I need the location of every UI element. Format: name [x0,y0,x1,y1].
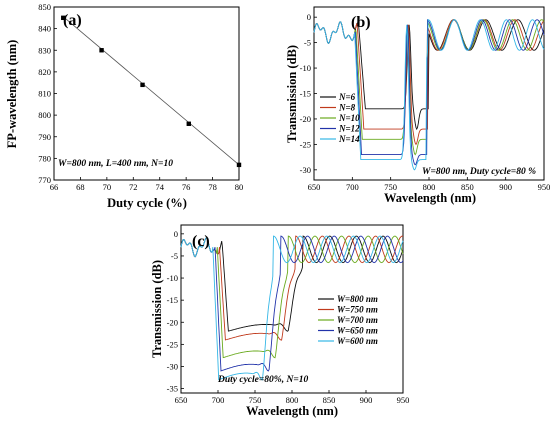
panel-b-xlabel: Wavelength (nm) [384,191,476,205]
y-tick-label: 800 [38,110,51,120]
x-tick-label: 68 [76,182,85,192]
panel-b-annotation: W=800 nm, Duty cycle=80 % [422,167,536,177]
y-tick-label: -5 [304,38,311,48]
y-tick-label: 820 [38,67,51,77]
y-tick-label: 850 [38,2,51,12]
y-tick-label: -20 [300,114,311,124]
x-tick-label: 800 [423,182,436,192]
y-tick-label: -20 [167,317,178,327]
x-tick-label: 950 [397,395,410,405]
legend-label: W=650 nm [337,326,378,336]
panel-a-ylabel: FP-wavelength (nm) [5,40,19,149]
x-tick-label: 700 [212,395,225,405]
data-point [186,121,191,126]
legend-label: N=14 [338,134,360,144]
panel-c-xlabel: Wavelength (nm) [246,404,338,418]
data-point [140,82,145,88]
panel-b-label: (b) [351,14,371,31]
series-line [180,235,404,372]
y-tick-label: -5 [171,251,178,261]
panel-b: 650 700 750 800 850 900 950 0 -5 -10 -15 -20 -25 -30… [285,6,550,205]
x-tick-label: 72 [129,182,138,192]
legend-label: W=750 nm [337,305,378,315]
panel-c-ylabel: Transmission (dB) [150,260,164,358]
x-tick-label: 850 [323,395,336,405]
data-point [61,15,66,21]
y-tick-label: -25 [300,139,311,149]
legend-label: W=600 nm [337,336,378,346]
legend-label: W=800 nm [337,294,378,304]
y-tick-label: -30 [167,361,178,371]
x-tick-label: 750 [384,182,397,192]
x-tick-label: 950 [538,182,550,192]
x-tick-label: 650 [175,395,188,405]
panel-c-annotation: Duty cycle=80%, N=10 [217,375,308,385]
y-tick-label: 840 [38,24,51,34]
y-tick-label: 830 [38,45,51,55]
y-tick-label: -30 [300,165,311,175]
x-tick-label: 80 [235,182,244,192]
x-tick-label: 750 [249,395,262,405]
y-tick-label: 810 [38,89,51,99]
series-line [313,19,545,171]
x-tick-label: 74 [155,182,164,192]
data-point [99,48,104,53]
y-tick-label: 0 [174,229,178,239]
panel-a-fit-line [62,16,240,166]
x-tick-label: 800 [286,395,299,405]
y-tick-label: 780 [38,153,51,163]
legend-label: N=8 [338,103,356,113]
panel-c-label: (c) [192,233,210,250]
x-tick-label: 900 [499,182,512,192]
legend-label: N=6 [338,92,356,102]
panel-a-xlabel: Duty cycle (%) [107,196,187,210]
x-tick-label: 700 [346,182,359,192]
panel-a-annotation: W=800 nm, L=400 nm, N=10 [58,159,173,169]
y-tick-label: -15 [167,295,178,305]
y-tick-label: -25 [167,339,178,349]
y-tick-label: -10 [167,273,178,283]
x-tick-label: 900 [360,395,373,405]
legend-label: W=700 nm [337,315,378,325]
panel-a-frame [53,6,240,181]
panel-c: 650 700 750 800 850 900 950 0 -5 -10 -15 -20 -25 -30… [150,224,410,418]
panel-a-label: (a) [63,12,82,29]
y-tick-label: 770 [38,175,51,185]
y-tick-label: 790 [38,132,51,142]
series-line [180,235,404,381]
x-tick-label: 78 [208,182,217,192]
panel-a: 66 68 70 72 74 76 78 80 770 780 790 800 810 820 830 84… [5,2,243,210]
x-tick-label: 66 [50,182,59,192]
x-tick-label: 650 [308,182,321,192]
panel-b-ylabel: Transmission (dB) [285,45,299,143]
data-point [236,162,242,168]
x-tick-label: 70 [103,182,112,192]
legend-label: N=12 [338,124,360,134]
x-tick-label: 76 [182,182,191,192]
series-line [180,235,404,359]
y-tick-label: 0 [307,12,311,22]
y-tick-label: -10 [300,63,311,73]
y-tick-label: -15 [300,89,311,99]
x-tick-label: 850 [461,182,474,192]
legend-label: N=10 [338,113,360,123]
y-tick-label: -35 [167,384,178,394]
